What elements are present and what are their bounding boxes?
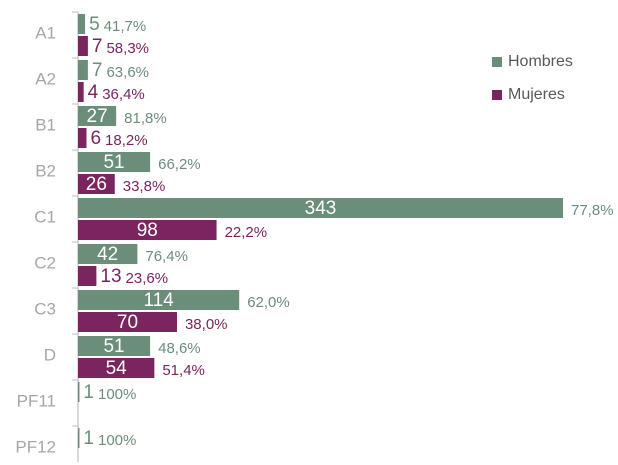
percent-label: 62,0%	[247, 294, 290, 311]
legend-swatch	[492, 57, 502, 67]
percent-label: 76,4%	[145, 248, 188, 265]
bar	[78, 336, 151, 356]
bar	[78, 312, 177, 332]
bar	[78, 266, 97, 286]
percent-label: 51,4%	[162, 362, 205, 379]
value-label: 4	[88, 82, 99, 103]
bar	[78, 428, 80, 448]
category-label: C3	[34, 299, 56, 318]
value-label: 42	[97, 244, 118, 265]
value-label: 5	[89, 14, 100, 35]
percent-label: 66,2%	[158, 156, 201, 173]
bar	[78, 290, 240, 310]
percent-label: 23,6%	[126, 270, 169, 287]
value-label: 98	[137, 220, 158, 241]
category-label: A2	[35, 69, 56, 88]
percent-label: 38,0%	[185, 316, 228, 333]
bar	[78, 152, 151, 172]
bar	[78, 82, 84, 102]
percent-label: 63,6%	[106, 64, 149, 81]
bar	[78, 382, 80, 402]
bar	[78, 174, 115, 194]
percent-label: 18,2%	[105, 132, 148, 149]
value-label: 51	[103, 336, 124, 357]
value-label: 27	[87, 106, 108, 127]
bar	[78, 220, 217, 240]
value-label: 114	[143, 290, 174, 311]
value-label: 7	[92, 60, 103, 81]
percent-label: 100%	[98, 432, 136, 449]
percent-label: 36,4%	[102, 86, 145, 103]
bar	[78, 198, 563, 218]
percent-label: 58,3%	[106, 40, 149, 57]
value-label: 343	[305, 198, 337, 219]
category-label: B1	[35, 115, 56, 134]
percent-label: 77,8%	[571, 202, 614, 219]
percent-label: 81,8%	[124, 110, 167, 127]
value-label: 13	[100, 266, 121, 287]
category-label: B2	[35, 161, 56, 180]
bar	[78, 106, 117, 126]
value-label: 6	[90, 128, 101, 149]
value-label: 54	[106, 358, 128, 379]
bar	[78, 244, 138, 264]
category-label: C2	[34, 253, 56, 272]
bar	[78, 60, 88, 80]
bar	[78, 14, 86, 34]
value-label: 26	[86, 174, 107, 195]
percent-label: 48,6%	[158, 340, 201, 357]
percent-label: 22,2%	[225, 224, 268, 241]
legend-label: Hombres	[508, 53, 573, 70]
category-label: PF11	[17, 391, 56, 410]
category-label: PF12	[15, 437, 56, 456]
category-label: A1	[35, 23, 56, 42]
percent-label: 100%	[98, 386, 136, 403]
value-label: 1	[83, 428, 94, 449]
bar	[78, 358, 155, 378]
value-label: 7	[92, 36, 103, 57]
percent-label: 41,7%	[104, 18, 147, 35]
legend-label: Mujeres	[508, 86, 565, 103]
percent-label: 33,8%	[123, 178, 166, 195]
bar	[78, 36, 88, 56]
value-label: 1	[83, 382, 94, 403]
bar	[78, 128, 87, 148]
category-label: D	[44, 345, 56, 364]
value-label: 70	[117, 312, 138, 333]
category-label: C1	[34, 207, 56, 226]
legend-swatch	[492, 90, 502, 100]
value-label: 51	[103, 152, 124, 173]
